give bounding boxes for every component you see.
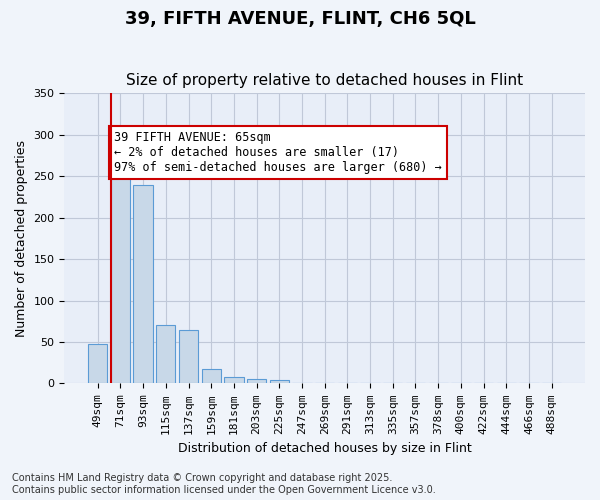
Title: Size of property relative to detached houses in Flint: Size of property relative to detached ho… xyxy=(126,73,523,88)
Bar xyxy=(88,344,107,384)
Text: 39, FIFTH AVENUE, FLINT, CH6 5QL: 39, FIFTH AVENUE, FLINT, CH6 5QL xyxy=(125,10,475,28)
Bar xyxy=(156,326,175,384)
Bar xyxy=(133,184,153,384)
Bar xyxy=(269,380,289,384)
Y-axis label: Number of detached properties: Number of detached properties xyxy=(15,140,28,337)
Bar xyxy=(179,330,198,384)
Text: Contains HM Land Registry data © Crown copyright and database right 2025.
Contai: Contains HM Land Registry data © Crown c… xyxy=(12,474,436,495)
Bar xyxy=(111,174,130,384)
Bar xyxy=(224,377,244,384)
X-axis label: Distribution of detached houses by size in Flint: Distribution of detached houses by size … xyxy=(178,442,472,455)
Bar xyxy=(202,370,221,384)
Text: 39 FIFTH AVENUE: 65sqm
← 2% of detached houses are smaller (17)
97% of semi-deta: 39 FIFTH AVENUE: 65sqm ← 2% of detached … xyxy=(114,131,442,174)
Bar xyxy=(247,380,266,384)
Bar xyxy=(292,382,311,384)
